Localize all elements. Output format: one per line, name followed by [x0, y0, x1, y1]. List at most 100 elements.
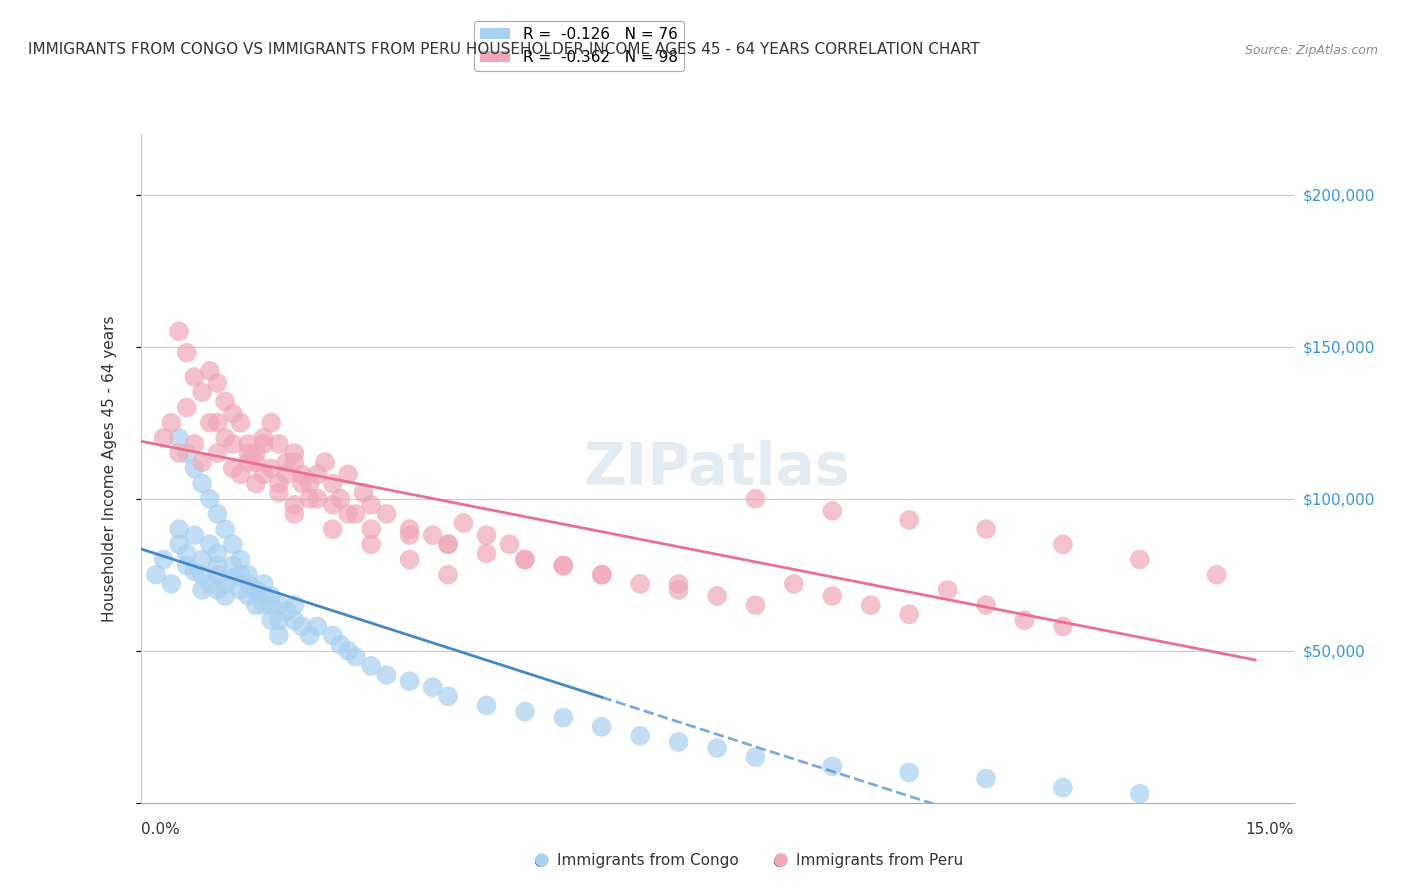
Point	[1052, 780, 1074, 795]
Point	[167, 537, 190, 551]
Point	[245, 446, 267, 460]
Text: IMMIGRANTS FROM CONGO VS IMMIGRANTS FROM PERU HOUSEHOLDER INCOME AGES 45 - 64 YE: IMMIGRANTS FROM CONGO VS IMMIGRANTS FROM…	[28, 42, 980, 56]
Point	[821, 589, 844, 603]
Point	[160, 577, 183, 591]
Point	[222, 437, 245, 451]
Point	[298, 476, 321, 491]
Point	[276, 467, 298, 482]
Text: ●: ●	[534, 851, 550, 869]
Point	[1129, 787, 1152, 801]
Point	[222, 558, 245, 573]
Point	[245, 582, 267, 597]
Point	[628, 577, 651, 591]
Point	[207, 546, 229, 560]
Point	[974, 772, 997, 786]
Point	[260, 613, 283, 627]
Point	[744, 598, 766, 612]
Point	[498, 537, 520, 551]
Point	[191, 552, 214, 566]
Point	[176, 401, 198, 415]
Point	[360, 498, 382, 512]
Point	[238, 589, 260, 603]
Point	[283, 613, 305, 627]
Point	[298, 628, 321, 642]
Point	[898, 765, 921, 780]
Point	[183, 437, 205, 451]
Point	[322, 498, 344, 512]
Point	[198, 491, 221, 506]
Point	[252, 431, 274, 445]
Text: ZIPatlas: ZIPatlas	[583, 440, 851, 497]
Point	[375, 668, 398, 682]
Point	[668, 582, 690, 597]
Point	[859, 598, 882, 612]
Point	[252, 577, 274, 591]
Point	[375, 507, 398, 521]
Point	[238, 455, 260, 469]
Point	[238, 577, 260, 591]
Point	[307, 491, 329, 506]
Point	[821, 759, 844, 773]
Point	[591, 567, 613, 582]
Point	[591, 720, 613, 734]
Y-axis label: Householder Income Ages 45 - 64 years: Householder Income Ages 45 - 64 years	[103, 315, 117, 622]
Point	[198, 364, 221, 378]
Point	[283, 507, 305, 521]
Point	[183, 528, 205, 542]
Point	[1052, 537, 1074, 551]
Point	[176, 558, 198, 573]
Point	[591, 567, 613, 582]
Point	[974, 522, 997, 536]
Point	[207, 446, 229, 460]
Point	[329, 491, 352, 506]
Point	[936, 582, 959, 597]
Point	[283, 598, 305, 612]
Point	[322, 522, 344, 536]
Point	[245, 582, 267, 597]
Point	[167, 325, 190, 339]
Point	[276, 604, 298, 618]
Point	[307, 619, 329, 633]
Point	[260, 598, 283, 612]
Point	[360, 659, 382, 673]
Point	[329, 638, 352, 652]
Point	[1052, 619, 1074, 633]
Point	[152, 431, 174, 445]
Point	[744, 491, 766, 506]
Text: 0.0%: 0.0%	[141, 822, 180, 837]
Point	[176, 345, 198, 359]
Point	[668, 577, 690, 591]
Point	[291, 476, 314, 491]
Point	[513, 705, 536, 719]
Point	[307, 467, 329, 482]
Point	[267, 628, 290, 642]
Point	[191, 385, 214, 400]
Point	[437, 537, 460, 551]
Point	[167, 431, 190, 445]
Point	[513, 552, 536, 566]
Point	[214, 522, 236, 536]
Point	[267, 613, 290, 627]
Point	[475, 546, 498, 560]
Point	[260, 416, 283, 430]
Point	[229, 567, 252, 582]
Point	[183, 370, 205, 384]
Point	[475, 528, 498, 542]
Point	[628, 729, 651, 743]
Point	[229, 582, 252, 597]
Point	[207, 416, 229, 430]
Point	[207, 376, 229, 391]
Point	[1129, 552, 1152, 566]
Point	[267, 598, 290, 612]
Point	[245, 455, 267, 469]
Point	[207, 582, 229, 597]
Text: ●: ●	[773, 851, 789, 869]
Point	[214, 577, 236, 591]
Point	[198, 577, 221, 591]
Point	[222, 537, 245, 551]
Point	[238, 446, 260, 460]
Point	[553, 711, 575, 725]
Point	[553, 558, 575, 573]
Point	[267, 485, 290, 500]
Point	[252, 598, 274, 612]
